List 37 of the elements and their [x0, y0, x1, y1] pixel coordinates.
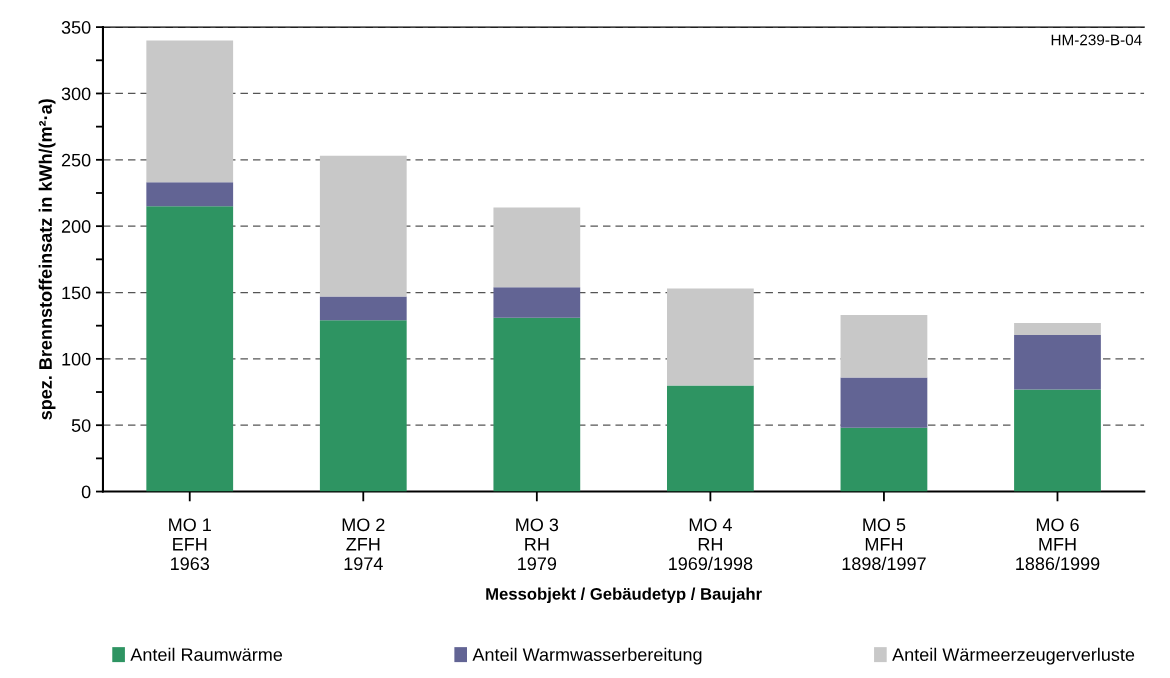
- bar: [146, 206, 234, 492]
- bar: [840, 427, 928, 492]
- y-tick-label: 100: [62, 352, 91, 366]
- bar: [146, 40, 234, 183]
- bar: [146, 182, 234, 207]
- x-tick-label: MO 5 MFH 1898/1997: [842, 518, 926, 571]
- x-tick-label: MO 2 ZFH 1974: [342, 518, 385, 571]
- bar: [840, 315, 928, 378]
- y-tick-label: 150: [62, 286, 91, 300]
- x-tick-label: MO 3 RH 1979: [516, 518, 559, 571]
- y-axis-title: spez. Brennstoffeinsatz in kWh/(m²·a): [38, 99, 56, 420]
- bar: [319, 320, 407, 492]
- bar: [319, 155, 407, 297]
- y-tick-label: 250: [61, 153, 91, 167]
- bar: [493, 287, 581, 318]
- y-tick-label: 350: [61, 21, 91, 34]
- bar: [667, 385, 754, 492]
- bar: [493, 207, 581, 288]
- bar: [1014, 389, 1101, 492]
- bar: [840, 377, 928, 428]
- bar: [319, 296, 407, 321]
- bar: [1014, 334, 1101, 390]
- x-axis-title: Messobjekt / Gebäudetyp / Baujahr: [486, 587, 762, 604]
- y-tick-label: 0: [81, 485, 91, 499]
- bar: [1014, 323, 1101, 335]
- bar: [667, 288, 754, 386]
- y-tick-label: 50: [71, 419, 91, 432]
- x-tick-label: MO 6 MFH 1886/1999: [1016, 518, 1100, 571]
- x-tick-label: MO 4 RH 1969/1998: [669, 518, 753, 571]
- legend-label: Anteil Raumwärme: [130, 647, 283, 662]
- legend-label: Anteil Wärmeerzeugerverluste: [892, 647, 1135, 665]
- bar: [493, 317, 581, 492]
- y-tick-label: 200: [61, 220, 91, 233]
- legend-label: Anteil Warmwasserbereitung: [472, 647, 702, 665]
- y-tick-label: 300: [61, 87, 91, 101]
- annotation: HM-239-B-04: [1051, 34, 1142, 46]
- x-tick-label: MO 1 EFH 1963: [169, 518, 211, 571]
